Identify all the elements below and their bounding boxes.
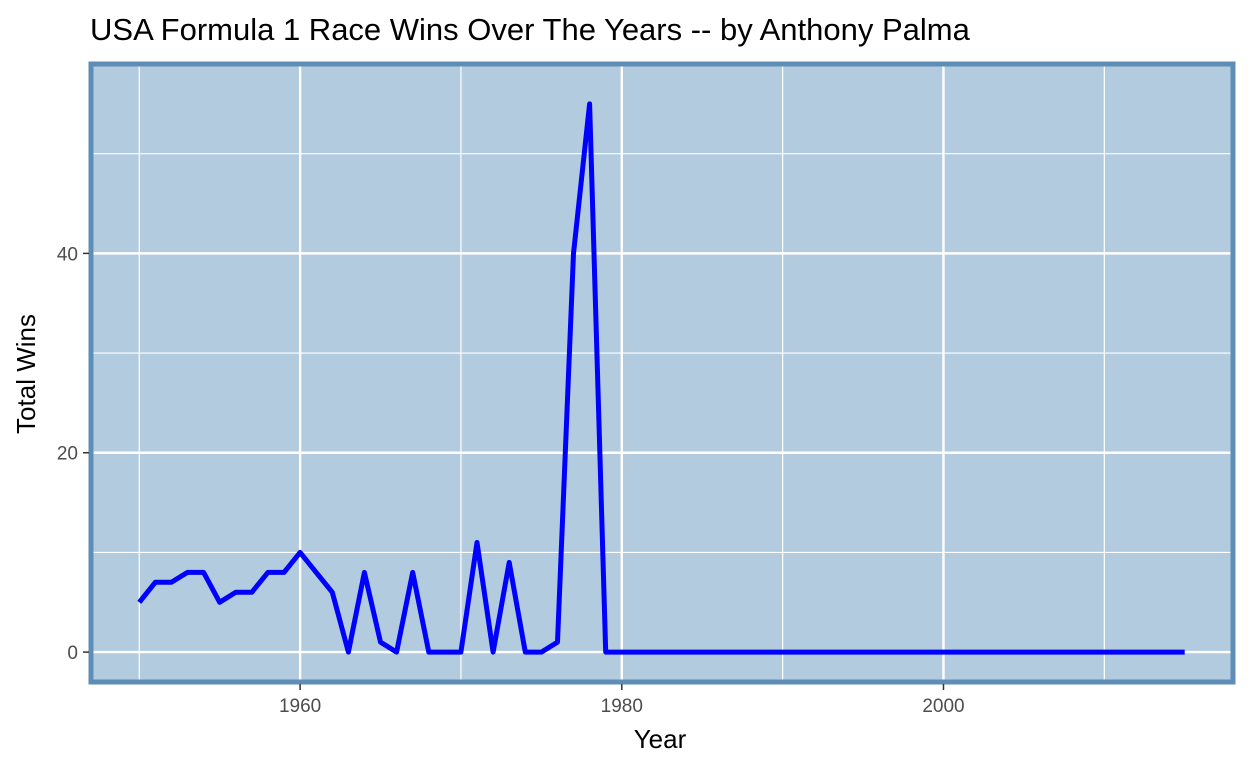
y-tick-label: 20: [57, 444, 78, 465]
y-tick-label: 40: [57, 244, 78, 265]
y-tick-label: 0: [67, 643, 78, 664]
y-axis-title: Total Wins: [11, 314, 41, 434]
x-tick-label: 1960: [279, 696, 321, 717]
plot-panel-background: [91, 64, 1233, 682]
gridlines: [91, 64, 1233, 682]
series-line: [137, 101, 1185, 655]
x-tick-label: 2000: [922, 696, 964, 717]
plot-panel-border: [88, 61, 1236, 685]
axes: 1960 1980 2000 0 20 40: [57, 244, 965, 717]
series-layer: [137, 101, 1185, 655]
x-axis-title: Year: [634, 724, 687, 754]
chart-title: USA Formula 1 Race Wins Over The Years -…: [90, 12, 971, 47]
x-tick-label: 1980: [601, 696, 643, 717]
